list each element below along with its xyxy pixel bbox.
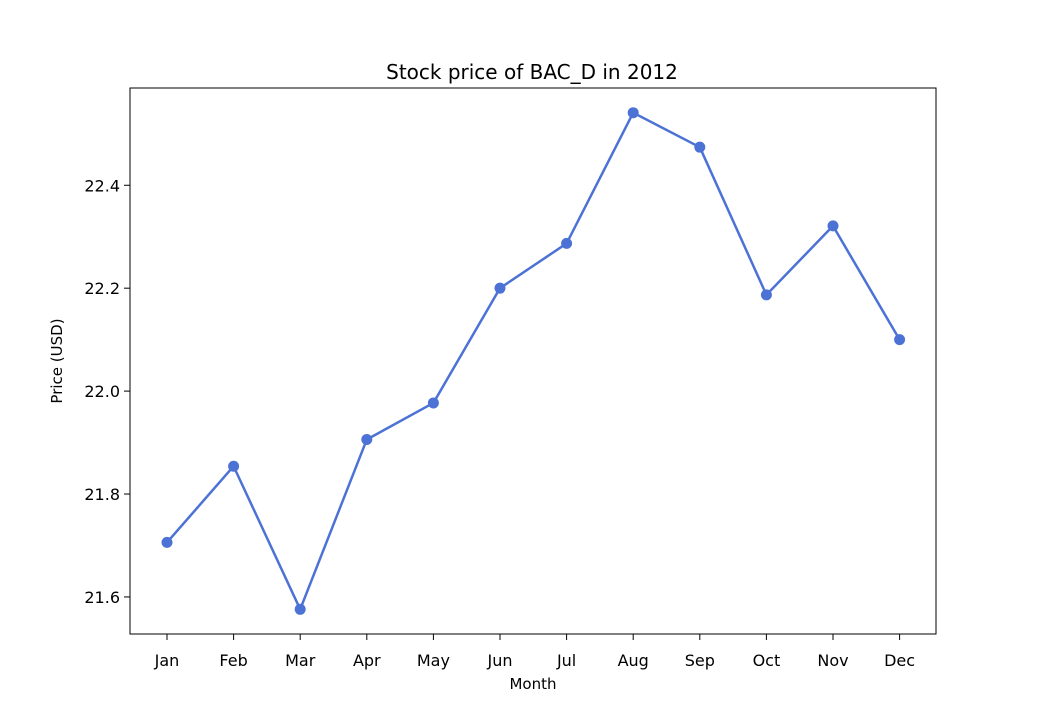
data-point	[427, 397, 439, 409]
y-tick-label: 21.8	[84, 485, 120, 504]
data-point	[627, 107, 639, 119]
x-tick-label: Oct	[753, 651, 781, 670]
x-tick-label: Jun	[487, 651, 513, 670]
x-tick-label: Jan	[154, 651, 180, 670]
plot-area	[129, 87, 937, 635]
x-tick-label: Apr	[353, 651, 381, 670]
y-tick-label: 22.4	[84, 176, 120, 195]
series-line	[166, 111, 901, 611]
x-axis: Jan Feb Mar Apr May Jun Jul Aug Sep Oct Nov Dec	[154, 634, 915, 670]
data-point	[760, 289, 772, 301]
y-axis: 21.6 21.8 22.0 22.2 22.4	[84, 176, 130, 607]
chart-title: Stock price of BAC_D in 2012	[386, 60, 678, 84]
x-tick-label: Jul	[556, 651, 576, 670]
series-layer	[161, 107, 906, 615]
x-tick-label: May	[417, 651, 450, 670]
data-point	[894, 334, 906, 346]
data-point	[561, 237, 573, 249]
x-tick-label: Mar	[285, 651, 316, 670]
data-point	[161, 536, 173, 548]
data-point	[294, 603, 306, 615]
x-tick-label: Feb	[219, 651, 247, 670]
data-point	[228, 460, 240, 472]
x-tick-label: Dec	[884, 651, 915, 670]
x-tick-label: Aug	[618, 651, 649, 670]
y-tick-label: 21.6	[84, 588, 120, 607]
x-tick-label: Sep	[685, 651, 715, 670]
y-tick-label: 22.0	[84, 382, 120, 401]
x-axis-label: Month	[509, 675, 556, 693]
data-point	[694, 141, 706, 153]
data-point	[494, 282, 506, 294]
x-tick-label: Nov	[817, 651, 848, 670]
y-axis-label: Price (USD)	[48, 318, 66, 403]
data-point	[361, 433, 373, 445]
data-point	[827, 220, 839, 232]
y-tick-label: 22.2	[84, 279, 120, 298]
